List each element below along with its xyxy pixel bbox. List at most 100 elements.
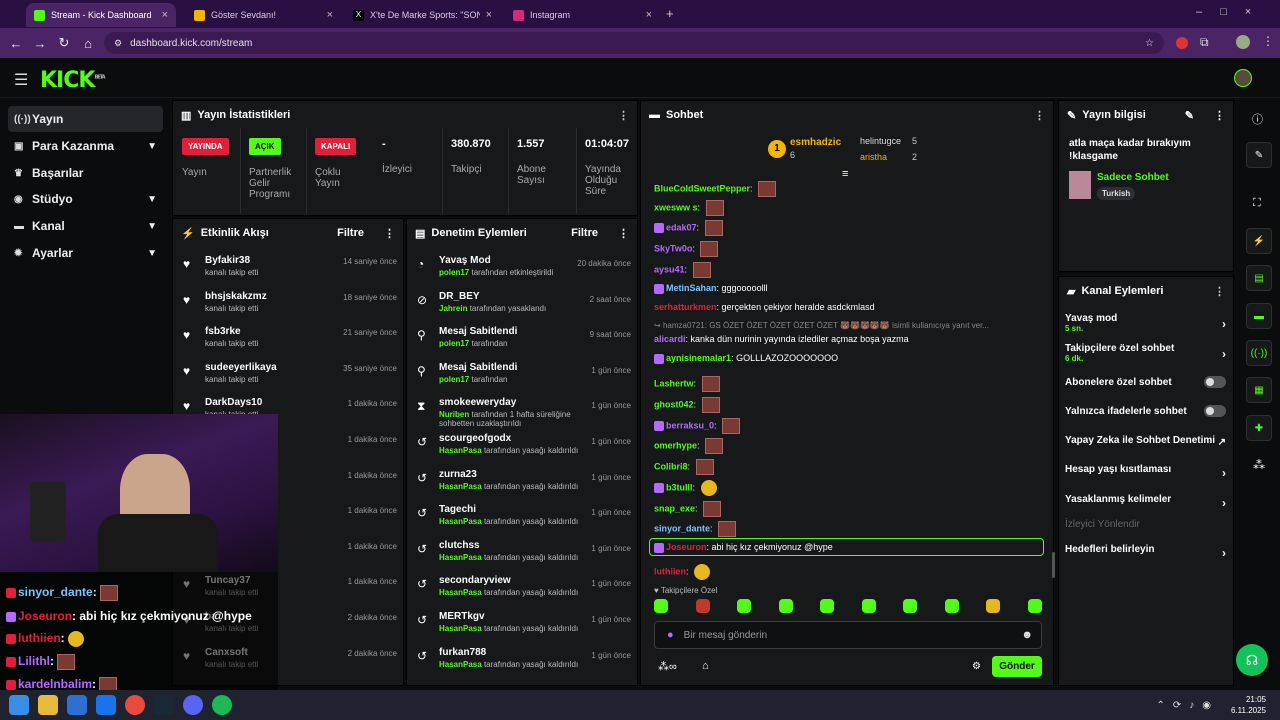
window-controls[interactable]: –□× (1196, 6, 1270, 18)
toggle-switch[interactable] (1204, 405, 1226, 417)
emote-icon[interactable] (654, 599, 668, 613)
activity-row[interactable]: ♥ fsb3rke kanalı takip etti 21 saniye önce (173, 322, 405, 356)
moderation-row[interactable]: ↺ zurna23 HasanPasa tarafından yasağı kald… (407, 465, 639, 499)
more-options-icon[interactable]: ⋮ (384, 227, 395, 240)
leader-name[interactable]: aristha (860, 152, 888, 162)
tab-instagram[interactable]: Instagram × (505, 3, 660, 27)
moderator-name[interactable]: HasanPasa (439, 552, 482, 562)
chat-username[interactable]: b3tulll (666, 482, 693, 493)
chat-message[interactable]: sinyor_dante: (654, 521, 737, 537)
chat-username[interactable]: sinyor_dante (654, 523, 711, 534)
chat-message[interactable]: edak07: (654, 220, 723, 236)
collapse-pinned-icon[interactable]: ≡ (842, 168, 849, 180)
url-field[interactable]: ⚙ dashboard.kick.com/stream ☆ (104, 32, 1164, 54)
moderation-row[interactable]: ⚲ Mesaj Sabitlendi polen17 tarafından 9 saa… (407, 322, 639, 356)
extensions-puzzle-icon[interactable]: ⧉ (1200, 35, 1209, 49)
bookmark-star-icon[interactable]: ☆ (1145, 37, 1154, 49)
follower-name[interactable]: fsb3rke (205, 326, 241, 338)
tab-goster-sevdani[interactable]: Göster Sevdanı! × (186, 3, 341, 27)
moderator-name[interactable]: Jahrein (439, 303, 468, 313)
channel-action-item[interactable]: Yalnızca ifadelerle sohbet (1065, 405, 1230, 417)
menu-icon[interactable]: ⋮ (1262, 34, 1274, 48)
filter-button[interactable]: Filtre (337, 227, 364, 239)
chat-message[interactable]: xwesww s: (654, 200, 724, 216)
support-chat-button[interactable]: ☊ (1236, 644, 1268, 676)
chat-username[interactable]: aynisinemalar1 (666, 353, 732, 363)
back-icon[interactable]: ← (9, 35, 23, 51)
moderation-target[interactable]: DR_BEY (439, 290, 480, 302)
chat-username[interactable]: serhatturkmen (654, 302, 717, 312)
moderation-row[interactable]: ↺ scourgeofgodx HasanPasa tarafından yasağ… (407, 429, 639, 463)
chat-message[interactable]: serhatturkmen: gerçekten çekiyor heralde… (654, 302, 875, 312)
nav-item-para-kazanma[interactable]: ▣ Para Kazanma ▼ (14, 139, 157, 153)
moderator-name[interactable]: polen17 (439, 374, 470, 384)
home-icon[interactable]: ⌂ (84, 35, 92, 51)
channel-action-item[interactable]: Hedefleri belirleyin › (1065, 544, 1230, 560)
chat-message[interactable]: BlueColdSweetPepper: (654, 181, 777, 197)
forward-icon[interactable]: → (33, 35, 47, 51)
kick-logo[interactable]: KICKBETA (40, 68, 106, 93)
close-icon[interactable]: × (326, 9, 333, 21)
reload-icon[interactable]: ↻ (58, 35, 70, 50)
tab-x-post[interactable]: X X'te De Marke Sports: "SON DA × (345, 3, 500, 27)
moderator-name[interactable]: polen17 (439, 339, 470, 349)
moderator-name[interactable]: polen17 (439, 268, 470, 277)
moderation-target[interactable]: smokeeweryday (439, 397, 517, 409)
nav-item-kanal[interactable]: ▬ Kanal ▼ (14, 219, 157, 233)
nav-item-basarilar[interactable]: ♛ Başarılar (14, 166, 84, 180)
channel-action-item[interactable]: Hesap yaşı kısıtlaması › (1065, 464, 1230, 480)
chat-username[interactable]: edak07 (666, 222, 697, 233)
store-icon[interactable]: ⌂ (702, 660, 709, 672)
chat-username[interactable]: luthiien (654, 566, 686, 577)
info-icon[interactable]: ⓘ (1252, 114, 1263, 126)
clock[interactable]: 21:05 6.11.2025 (1231, 695, 1266, 715)
more-options-icon[interactable]: ⋮ (618, 109, 629, 122)
moderation-target[interactable]: clutchss (439, 539, 480, 551)
emote-icon[interactable] (861, 599, 876, 613)
chat-username[interactable]: BlueColdSweetPepper (654, 183, 751, 194)
moderation-row[interactable]: ↺ furkan788 HasanPasa tarafından yasağı ka… (407, 643, 639, 677)
moderation-row[interactable]: ⧗ smokeeweryday Nuriben tarafından 1 hafta… (407, 393, 639, 428)
chat-username[interactable]: Colibri8 (654, 461, 688, 472)
more-options-icon[interactable]: ⋮ (1034, 109, 1045, 122)
chat-message[interactable]: Colibri8: (654, 459, 714, 475)
toggle-switch[interactable] (1204, 376, 1226, 388)
moderator-name[interactable]: HasanPasa (439, 659, 482, 669)
moderation-target[interactable]: Yavaş Mod (439, 255, 491, 266)
channel-action-item[interactable]: Yasaklanmış kelimeler › (1065, 494, 1230, 510)
emote-icon[interactable] (695, 599, 710, 613)
apps-icon[interactable]: ⁂ (1253, 458, 1265, 472)
new-tab-icon[interactable]: + (666, 6, 674, 21)
channel-action-item[interactable]: Yapay Zeka ile Sohbet Denetimi ↗ (1065, 435, 1230, 448)
extension-icon[interactable] (1176, 37, 1188, 49)
chrome-icon[interactable] (125, 695, 145, 715)
filter-button[interactable]: Filtre (571, 227, 598, 239)
microphone-icon[interactable]: ● (667, 629, 674, 641)
moderator-name[interactable]: HasanPasa (439, 446, 482, 455)
chat-message[interactable]: SkyTw0o: (654, 241, 719, 257)
start-icon[interactable] (9, 695, 29, 715)
chat-message[interactable]: b3tulll: (654, 480, 717, 496)
chat-bubble-icon[interactable]: ▬ (1246, 303, 1272, 329)
steam-icon[interactable] (154, 695, 174, 715)
more-options-icon[interactable]: ⋮ (1214, 109, 1225, 122)
more-options-icon[interactable]: ⋮ (618, 227, 629, 240)
emote-icon[interactable] (903, 599, 918, 613)
chat-username[interactable]: snap_exe (654, 503, 696, 514)
moderation-target[interactable]: Mesaj Sabitlendi (439, 361, 518, 373)
chat-input[interactable]: ● Bir mesaj gönderin ☻ (654, 621, 1042, 649)
activity-row[interactable]: ♥ sudeeyerlikaya kanalı takip etti 35 saniy… (173, 358, 405, 392)
chat-username[interactable]: alicardi (654, 334, 686, 344)
chat-message[interactable]: berraksu_0: (654, 418, 741, 434)
chat-message[interactable]: MetinSahan: gggooooolll (654, 283, 768, 294)
hamburger-menu-icon[interactable]: ☰ (14, 72, 29, 89)
chat-scrollbar[interactable] (1052, 552, 1055, 578)
channel-action-item[interactable]: Yavaş mod 5 sn. › (1065, 313, 1230, 333)
emote-icon[interactable] (820, 599, 835, 613)
language-tag[interactable]: Turkish (1097, 187, 1136, 200)
notes-icon[interactable]: ▤ (1246, 265, 1272, 291)
chat-username[interactable]: Lashertw (654, 378, 694, 389)
activity-row[interactable]: ♥ Byfakir38 kanalı takip etti 14 saniye önc… (173, 251, 405, 285)
quick-action-bolt-icon[interactable]: ⚡ (1246, 228, 1272, 254)
emote-icon[interactable] (986, 599, 1001, 613)
